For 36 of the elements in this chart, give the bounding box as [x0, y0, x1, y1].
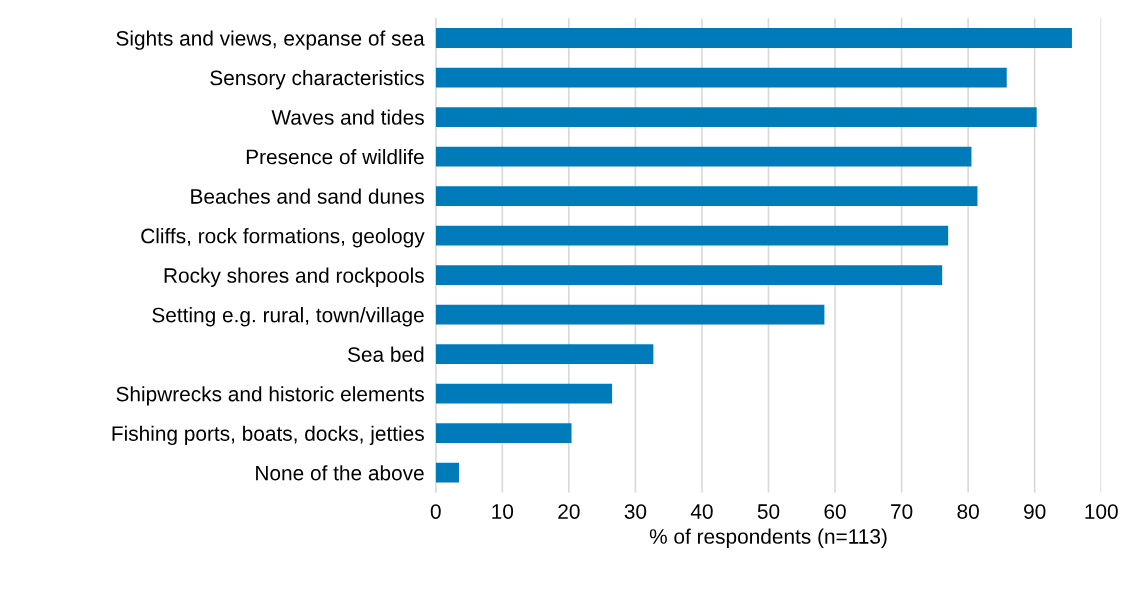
x-tick-label: 70 — [891, 504, 913, 519]
y-tick-label: Sights and views, expanse of sea — [116, 30, 425, 50]
y-tick-label: Fishing ports, boats, docks, jetties — [112, 425, 424, 446]
y-tick-label: None of the above — [256, 465, 424, 481]
y-tick-label: Waves and tides — [271, 109, 424, 125]
bar — [435, 265, 943, 285]
bar — [435, 462, 460, 483]
bar — [435, 186, 978, 206]
bar — [435, 146, 972, 167]
bar — [435, 423, 572, 444]
bar — [435, 107, 1037, 127]
x-tick-label: 30 — [624, 504, 647, 519]
x-tick-label: 50 — [757, 504, 780, 519]
bar — [435, 344, 654, 365]
y-tick-label: Sea bed — [347, 346, 424, 362]
y-tick-label: Setting e.g. rural, town/village — [152, 307, 424, 327]
x-tick-label: 60 — [824, 504, 846, 519]
y-tick-label: Presence of wildlife — [246, 149, 424, 165]
y-tick-label: Beaches and sand dunes — [191, 188, 424, 204]
x-tick-label: 100 — [1085, 504, 1118, 519]
y-tick-label: Sensory characteristics — [210, 69, 424, 90]
y-tick-label: Rocky shores and rockpools — [164, 267, 424, 287]
x-tick-label: 0 — [430, 504, 441, 519]
bar — [435, 67, 1007, 88]
x-tick-label: 20 — [558, 504, 580, 519]
bar — [435, 225, 949, 246]
x-axis-title: % of respondents (n=113) — [649, 528, 887, 548]
x-tick-label: 90 — [1024, 504, 1046, 519]
bar — [435, 383, 613, 404]
bar — [435, 304, 825, 325]
y-tick-label: Cliffs, rock formations, geology — [141, 228, 425, 248]
x-tick-label: 80 — [957, 504, 979, 519]
x-tick-label: 10 — [492, 504, 514, 519]
x-tick-label: 40 — [690, 504, 713, 519]
y-tick-label: Shipwrecks and historic elements — [116, 386, 424, 406]
bar — [435, 28, 1072, 48]
